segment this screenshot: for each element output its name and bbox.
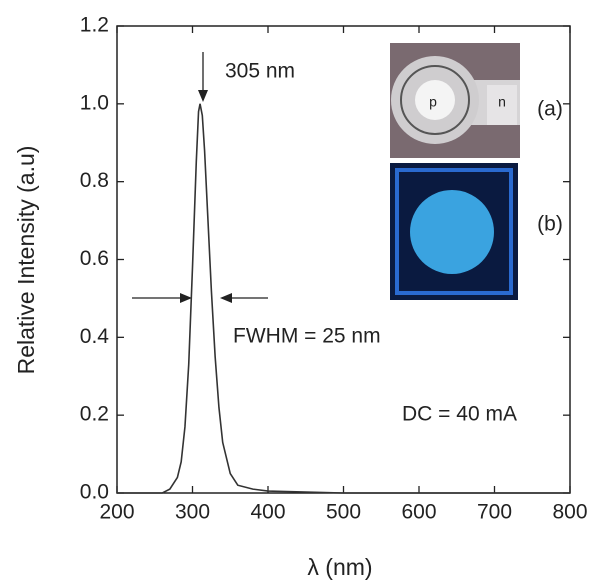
y-tick-label: 0.4: [80, 325, 110, 348]
inset-a: p n: [390, 43, 520, 158]
inset-b: [390, 163, 518, 300]
y-tick-label: 1.0: [80, 91, 109, 114]
x-tick-label: 500: [326, 501, 361, 524]
x-tick-label: 300: [175, 501, 210, 524]
annotation: DC = 40 mA: [402, 403, 517, 426]
y-tick-label: 0.2: [80, 403, 109, 426]
annotation: 305 nm: [225, 60, 295, 83]
y-tick-label: 0.0: [80, 481, 109, 504]
x-tick-label: 600: [401, 501, 436, 524]
annotation: (a): [537, 98, 563, 121]
x-tick-label: 400: [250, 501, 285, 524]
x-tick-label: 200: [99, 501, 134, 524]
y-tick-label: 1.2: [80, 14, 109, 37]
inset-label: n: [498, 94, 506, 110]
x-tick-label: 700: [477, 501, 512, 524]
annotation: FWHM = 25 nm: [233, 325, 381, 348]
annotation: (b): [537, 213, 563, 236]
x-tick-label: 800: [552, 501, 587, 524]
y-tick-label: 0.8: [80, 169, 109, 192]
y-axis-label: Relative Intensity (a.u): [13, 146, 39, 375]
arrows: [132, 52, 268, 303]
inset-label: p: [429, 94, 437, 110]
x-axis-label: λ (nm): [307, 554, 372, 580]
spectrum-line: [117, 103, 570, 494]
y-tick-label: 0.6: [80, 247, 109, 270]
